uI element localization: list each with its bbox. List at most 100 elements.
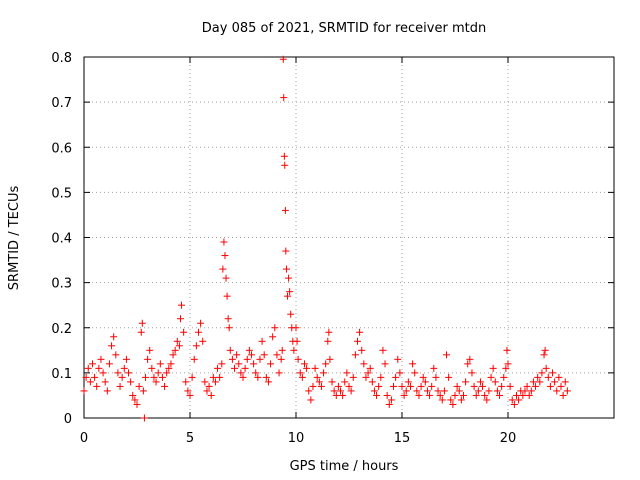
- data-point: [540, 351, 548, 359]
- data-point: [489, 364, 497, 372]
- data-point: [325, 328, 333, 336]
- data-point: [453, 382, 461, 390]
- data-point: [551, 378, 559, 386]
- data-point: [476, 378, 484, 386]
- data-point: [532, 382, 540, 390]
- data-point: [536, 378, 544, 386]
- data-point: [347, 387, 355, 395]
- data-point: [534, 373, 542, 381]
- data-point: [224, 315, 232, 323]
- x-tick-label: 0: [80, 431, 88, 446]
- data-point: [468, 369, 476, 377]
- data-point: [258, 337, 266, 345]
- data-point: [178, 301, 186, 309]
- data-point: [400, 391, 408, 399]
- data-point: [112, 351, 120, 359]
- data-point: [300, 360, 308, 368]
- data-point: [292, 324, 300, 332]
- data-point: [286, 288, 294, 296]
- data-point: [309, 382, 317, 390]
- data-point: [415, 391, 423, 399]
- data-point: [180, 328, 188, 336]
- data-point: [436, 391, 444, 399]
- data-point: [110, 333, 118, 341]
- data-point: [561, 378, 569, 386]
- data-point: [313, 373, 321, 381]
- data-point: [93, 382, 101, 390]
- data-point: [341, 378, 349, 386]
- data-point: [523, 382, 531, 390]
- data-point: [190, 355, 198, 363]
- data-point: [515, 396, 523, 404]
- data-point: [464, 360, 472, 368]
- data-point: [538, 369, 546, 377]
- data-point: [411, 369, 419, 377]
- y-tick-label: 0.2: [51, 322, 72, 337]
- data-point: [144, 355, 152, 363]
- data-point: [398, 382, 406, 390]
- data-point: [140, 414, 148, 422]
- data-point: [326, 355, 334, 363]
- data-point: [205, 382, 213, 390]
- data-point: [254, 373, 262, 381]
- data-point: [167, 360, 175, 368]
- data-point: [447, 396, 455, 404]
- data-point: [525, 391, 533, 399]
- data-point: [339, 391, 347, 399]
- data-point: [307, 396, 315, 404]
- data-point: [337, 387, 345, 395]
- data-point: [269, 333, 277, 341]
- data-point: [120, 364, 128, 372]
- data-point: [84, 364, 92, 372]
- data-point: [445, 373, 453, 381]
- data-point: [231, 364, 239, 372]
- data-point: [557, 382, 565, 390]
- data-point: [519, 391, 527, 399]
- data-point: [173, 337, 181, 345]
- data-point: [252, 369, 260, 377]
- data-point: [451, 391, 459, 399]
- data-point: [502, 364, 510, 372]
- data-point: [487, 373, 495, 381]
- data-point: [237, 369, 245, 377]
- data-point: [462, 378, 470, 386]
- y-axis-label: SRMTID / TECUs: [7, 186, 22, 291]
- data-point: [479, 382, 487, 390]
- data-point: [370, 387, 378, 395]
- data-point: [394, 355, 402, 363]
- x-tick-label: 5: [186, 431, 194, 446]
- data-point: [256, 355, 264, 363]
- data-point: [383, 391, 391, 399]
- data-point: [423, 387, 431, 395]
- data-point: [317, 382, 325, 390]
- data-point: [413, 387, 421, 395]
- data-point: [542, 364, 550, 372]
- data-point: [158, 373, 166, 381]
- data-point: [197, 319, 205, 327]
- data-point: [281, 161, 289, 169]
- data-point: [496, 391, 504, 399]
- data-point: [105, 360, 113, 368]
- x-axis-label: GPS time / hours: [290, 459, 399, 474]
- y-tick-label: 0.4: [51, 232, 72, 247]
- data-point: [91, 373, 99, 381]
- data-point: [280, 152, 288, 160]
- data-point: [207, 391, 215, 399]
- data-point: [549, 369, 557, 377]
- x-tick-label: 20: [500, 431, 517, 446]
- data-point: [279, 55, 287, 63]
- data-point: [296, 369, 304, 377]
- data-point: [285, 274, 293, 282]
- data-point: [541, 346, 549, 354]
- data-point: [150, 373, 158, 381]
- data-point: [360, 360, 368, 368]
- data-point: [559, 391, 567, 399]
- data-point: [218, 360, 226, 368]
- y-tick-label: 0.1: [51, 367, 72, 382]
- data-point: [379, 346, 387, 354]
- data-point: [199, 337, 207, 345]
- data-point: [114, 369, 122, 377]
- data-point: [277, 355, 285, 363]
- data-point: [294, 355, 302, 363]
